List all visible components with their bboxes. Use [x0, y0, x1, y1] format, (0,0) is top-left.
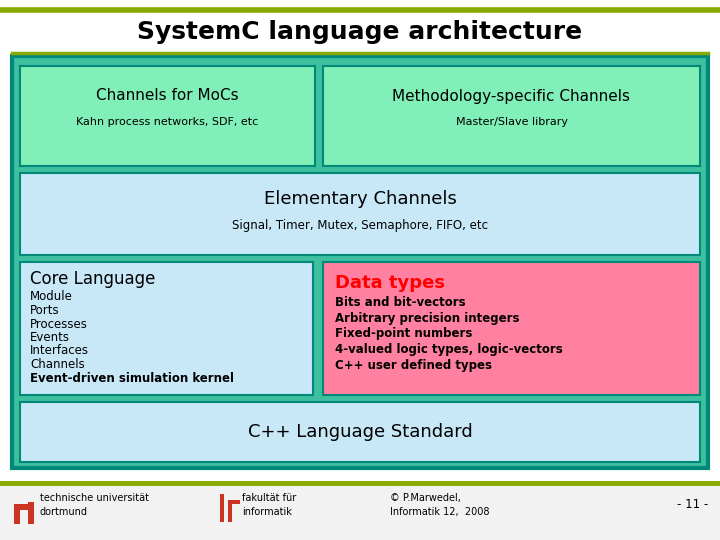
Bar — [228, 500, 240, 504]
Text: technische universität: technische universität — [40, 493, 149, 503]
Text: informatik: informatik — [242, 507, 292, 517]
Text: Events: Events — [30, 331, 70, 344]
Bar — [228, 502, 232, 522]
Bar — [28, 502, 34, 524]
Bar — [0, 483, 720, 540]
Text: SystemC language architecture: SystemC language architecture — [138, 20, 582, 44]
Text: Kahn process networks, SDF, etc: Kahn process networks, SDF, etc — [76, 117, 258, 127]
Text: dortmund: dortmund — [40, 507, 88, 517]
Bar — [14, 508, 20, 524]
Bar — [12, 56, 708, 468]
Text: Informatik 12,  2008: Informatik 12, 2008 — [390, 507, 490, 517]
Bar — [323, 262, 700, 395]
Bar — [20, 66, 315, 166]
Text: © P.Marwedel,: © P.Marwedel, — [390, 493, 461, 503]
Text: Elementary Channels: Elementary Channels — [264, 190, 456, 208]
Bar — [323, 66, 700, 166]
Bar — [220, 494, 224, 522]
Text: Bits and bit-vectors: Bits and bit-vectors — [335, 296, 466, 309]
Text: Module: Module — [30, 291, 73, 303]
Bar — [20, 402, 700, 462]
Bar — [20, 173, 700, 255]
Text: 4-valued logic types, logic-vectors: 4-valued logic types, logic-vectors — [335, 343, 563, 356]
Text: - 11 -: - 11 - — [677, 498, 708, 511]
Text: Event-driven simulation kernel: Event-driven simulation kernel — [30, 372, 234, 384]
Text: Channels for MoCs: Channels for MoCs — [96, 89, 239, 104]
Text: Master/Slave library: Master/Slave library — [456, 117, 567, 127]
Text: Methodology-specific Channels: Methodology-specific Channels — [392, 89, 631, 104]
Text: Ports: Ports — [30, 304, 60, 317]
Text: Channels: Channels — [30, 358, 85, 371]
Bar — [20, 262, 313, 395]
Text: Processes: Processes — [30, 318, 88, 330]
Text: Interfaces: Interfaces — [30, 345, 89, 357]
Text: Arbitrary precision integers: Arbitrary precision integers — [335, 312, 520, 325]
Text: Fixed-point numbers: Fixed-point numbers — [335, 327, 472, 341]
Bar — [14, 504, 34, 510]
Text: C++ Language Standard: C++ Language Standard — [248, 423, 472, 441]
Text: Core Language: Core Language — [30, 270, 156, 288]
Text: C++ user defined types: C++ user defined types — [335, 359, 492, 372]
Text: fakultät für: fakultät für — [242, 493, 296, 503]
Text: Data types: Data types — [335, 274, 445, 292]
Text: Signal, Timer, Mutex, Semaphore, FIFO, etc: Signal, Timer, Mutex, Semaphore, FIFO, e… — [232, 219, 488, 232]
